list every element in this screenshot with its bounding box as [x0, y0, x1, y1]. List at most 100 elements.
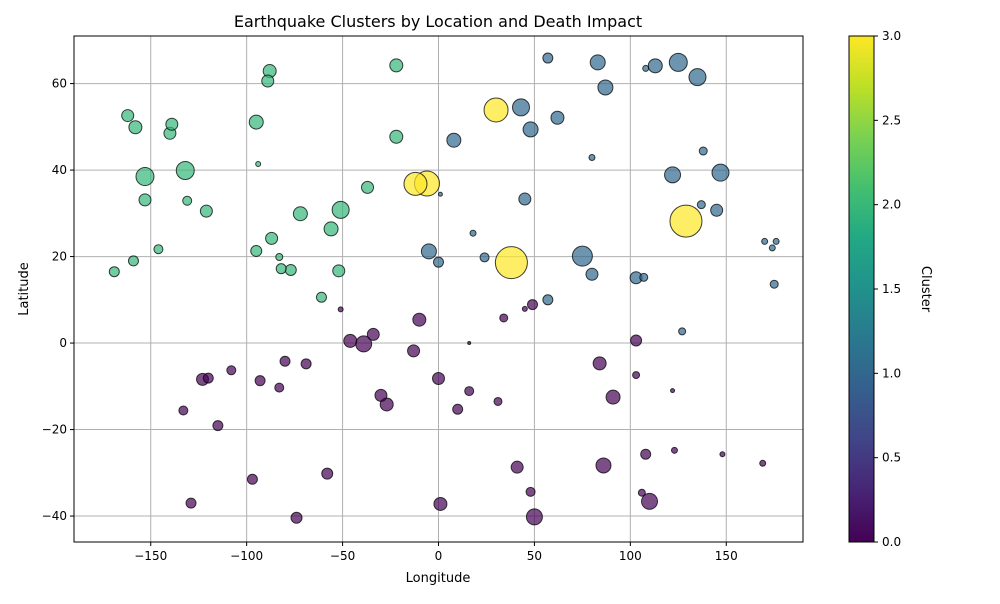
data-point [670, 446, 678, 454]
x-tick-label: 150 [715, 549, 738, 563]
data-point [511, 98, 530, 117]
data-point [275, 263, 287, 275]
data-point [432, 372, 445, 386]
colorbar-label: Cluster [918, 266, 933, 313]
x-axis-ticks: −150 −100 −50 0 50 100 150 [134, 542, 738, 563]
data-point [637, 488, 646, 497]
x-tick-label: −150 [134, 549, 167, 563]
y-tick-label: 20 [52, 250, 67, 264]
data-point [153, 244, 164, 255]
data-point [670, 388, 676, 394]
data-point [597, 79, 614, 96]
data-point [698, 146, 708, 156]
data-point [261, 74, 275, 88]
data-point [696, 200, 706, 210]
data-point [420, 243, 437, 260]
data-point [284, 263, 297, 276]
data-point [588, 154, 596, 162]
data-point [719, 451, 726, 458]
data-point [669, 204, 703, 238]
data-point [483, 97, 509, 123]
data-point [108, 266, 120, 278]
data-point [321, 467, 334, 480]
data-point [361, 180, 375, 194]
data-point [300, 358, 312, 370]
data-point [768, 244, 776, 252]
chart-title: Earthquake Clusters by Location and Deat… [234, 12, 642, 31]
data-point [366, 327, 380, 341]
data-point [255, 161, 262, 168]
data-point [138, 193, 152, 207]
data-point [199, 204, 213, 218]
x-tick-label: 0 [435, 549, 443, 563]
data-point [182, 195, 193, 206]
data-point [510, 460, 524, 474]
y-tick-label: −40 [42, 509, 67, 523]
colorbar-tick-label: 1.0 [882, 366, 901, 380]
data-point [250, 244, 263, 257]
colorbar-tick-label: 1.5 [882, 282, 901, 296]
data-point [479, 252, 490, 263]
data-point [437, 191, 443, 197]
y-tick-label: 40 [52, 163, 67, 177]
data-point [632, 371, 641, 380]
colorbar-tick-label: 0.5 [882, 451, 901, 465]
data-point [711, 163, 730, 182]
x-tick-label: −100 [230, 549, 263, 563]
data-point [433, 256, 444, 268]
y-axis-label: Latitude [17, 262, 32, 316]
data-point [274, 382, 285, 393]
data-point [433, 496, 448, 511]
grid-lines [74, 36, 803, 542]
y-tick-label: 0 [59, 336, 67, 350]
data-point [592, 356, 607, 371]
data-point [175, 161, 195, 181]
data-point [212, 420, 224, 432]
y-tick-label: −20 [42, 423, 67, 437]
data-point [323, 221, 339, 237]
x-tick-label: −50 [330, 549, 355, 563]
data-point [403, 171, 428, 196]
data-point [525, 508, 543, 526]
data-point [337, 306, 344, 313]
y-axis-ticks: −40 −20 0 20 40 60 [42, 77, 74, 523]
colorbar-ticks: 0.0 0.5 1.0 1.5 2.0 2.5 3.0 [874, 29, 901, 549]
data-point [246, 473, 258, 485]
data-point [542, 294, 554, 306]
data-points [108, 52, 780, 526]
data-point [275, 252, 284, 261]
data-point [254, 375, 266, 387]
data-point [571, 245, 593, 267]
data-point [710, 203, 724, 217]
data-point [202, 372, 214, 384]
data-point [290, 511, 303, 524]
colorbar-tick-label: 2.0 [882, 198, 901, 212]
data-point [469, 229, 477, 237]
data-point [527, 299, 539, 311]
data-point [407, 344, 421, 358]
data-point [550, 110, 565, 125]
data-point [769, 279, 779, 289]
data-point [521, 305, 528, 312]
data-point [332, 264, 346, 278]
data-point [315, 291, 327, 303]
data-point [121, 109, 135, 123]
data-point [542, 52, 554, 64]
data-point [127, 255, 139, 267]
data-point [374, 388, 388, 402]
data-point [128, 120, 143, 135]
data-point [605, 389, 621, 405]
data-point [518, 192, 532, 206]
data-point [467, 341, 472, 346]
data-point [585, 267, 599, 281]
data-point [464, 386, 475, 397]
data-point [772, 237, 780, 245]
data-point [343, 333, 358, 348]
data-point [248, 114, 264, 130]
data-point [452, 403, 464, 415]
data-point [185, 497, 197, 509]
data-point [525, 486, 536, 497]
data-point [759, 459, 767, 467]
